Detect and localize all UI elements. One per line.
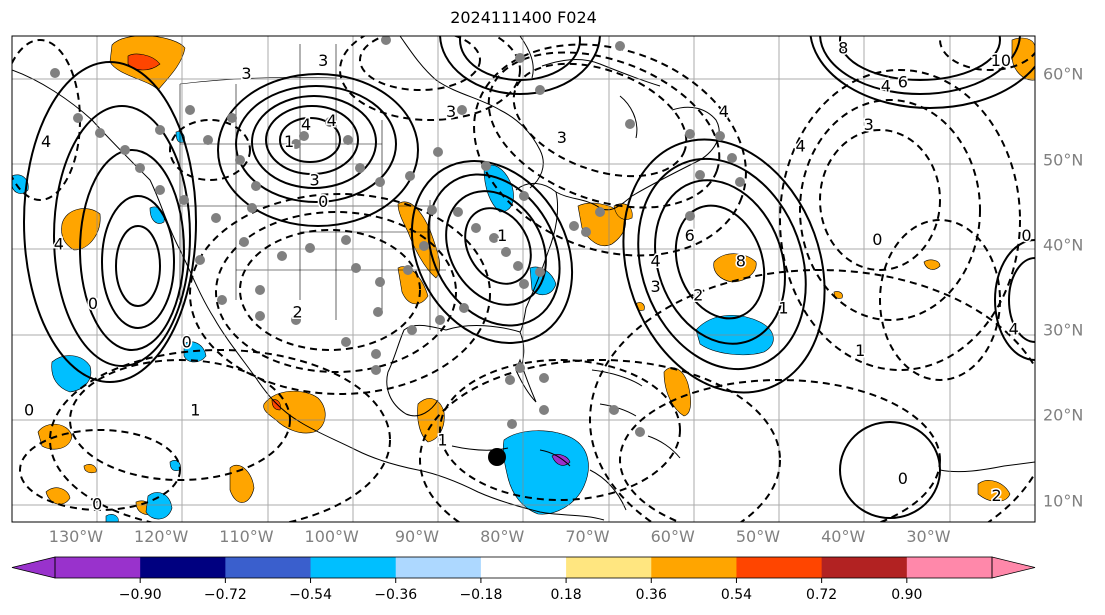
positive-contours xyxy=(23,36,1035,519)
longitude-label: 110°W xyxy=(219,527,274,546)
longitude-label: 40°W xyxy=(821,527,866,546)
colorbar-frame xyxy=(54,556,993,579)
longitude-label: 60°W xyxy=(650,527,695,546)
latitude-label: 30°N xyxy=(1043,320,1084,340)
contour-label: 8 xyxy=(838,38,848,57)
colorbar-segment xyxy=(736,557,823,578)
colorbar-tick-label: −0.72 xyxy=(203,587,247,603)
latitude-label: 20°N xyxy=(1043,405,1084,425)
contour-label: 3 xyxy=(864,115,874,134)
contour-label: 3 xyxy=(318,51,328,70)
contour-label: 4 xyxy=(54,234,64,253)
contour-label: 2 xyxy=(292,303,302,322)
contour-label: 4 xyxy=(795,136,805,155)
colorbar-under-arrow xyxy=(11,556,56,579)
contour-label: 6 xyxy=(685,226,695,245)
colorbar-segment xyxy=(906,557,993,578)
latitude-label: 60°N xyxy=(1043,64,1084,84)
colorbar-tick-label: −0.90 xyxy=(118,587,162,603)
contour-label: 0 xyxy=(1021,226,1031,245)
colorbar-tick-label: −0.54 xyxy=(289,587,332,603)
longitude-label: 70°W xyxy=(565,527,610,546)
contour-label: 4 xyxy=(41,132,51,151)
contour-label: 0 xyxy=(182,332,192,351)
colorbar-segment xyxy=(821,557,908,578)
contour-label: 1 xyxy=(284,132,294,151)
longitude-label: 50°W xyxy=(735,527,781,546)
longitude-label: 100°W xyxy=(304,527,359,546)
contour-label: 8 xyxy=(736,251,746,270)
contour-label: 4 xyxy=(719,102,729,121)
contour-label: 4 xyxy=(881,77,891,96)
contour-label: 2 xyxy=(693,286,703,305)
latitude-label: 50°N xyxy=(1043,150,1084,170)
colorbar-tick-label: −0.18 xyxy=(459,587,503,603)
colorbar-tick-label: 0.72 xyxy=(806,587,838,603)
contour-label: 4 xyxy=(651,251,661,270)
contour-label: 1 xyxy=(497,226,507,245)
colorbar-segment xyxy=(566,557,652,578)
colorbar-segment xyxy=(140,557,226,578)
graticule xyxy=(12,36,1035,522)
contour-label: 4 xyxy=(327,111,337,130)
contour-label: 3 xyxy=(557,128,567,147)
contour-label: 0 xyxy=(24,401,34,420)
latitude-label: 10°N xyxy=(1043,491,1084,511)
colorbar-segment xyxy=(480,557,567,578)
contour-label: 4 xyxy=(1009,320,1019,339)
longitude-label: 130°W xyxy=(48,527,104,546)
colorbar-segment xyxy=(55,557,141,578)
contour-label: 1 xyxy=(855,341,865,360)
contour-label: 0 xyxy=(898,469,908,488)
colorbar-tick-label: 0.18 xyxy=(550,587,582,603)
contour-label: 10 xyxy=(991,51,1011,70)
contour-label: 1 xyxy=(190,401,200,420)
contour-label: 3 xyxy=(241,64,251,83)
contour-label: 0 xyxy=(88,294,98,313)
station-dots xyxy=(50,36,745,437)
longitude-label: 30°W xyxy=(906,527,951,546)
colorbar-over-arrow xyxy=(991,556,1036,579)
contour-label: 0 xyxy=(872,230,882,249)
contour-label: 1 xyxy=(778,298,788,317)
longitude-label: 90°W xyxy=(394,527,440,546)
contour-label: 6 xyxy=(898,72,908,91)
colorbar-tick-label: 0.54 xyxy=(720,587,753,603)
contour-label: 0 xyxy=(92,494,102,513)
contour-label: 2 xyxy=(992,486,1002,505)
negative-contours xyxy=(12,36,1035,522)
colorbar-segment xyxy=(310,557,397,578)
contour-label: 4 xyxy=(301,115,311,134)
longitude-label: 80°W xyxy=(480,527,525,546)
map-title: 2024111400 F024 xyxy=(450,8,597,27)
contour-label: 1 xyxy=(437,431,447,450)
colorbar-segment xyxy=(651,557,737,578)
longitude-label: 120°W xyxy=(134,527,189,546)
contour-label: 3 xyxy=(446,102,456,121)
colorbar-segment xyxy=(225,557,312,578)
colorbar xyxy=(11,556,1036,583)
latitude-label: 40°N xyxy=(1043,235,1084,255)
colorbar-tick-label: −0.36 xyxy=(374,587,418,603)
contour-label: 0 xyxy=(318,192,328,211)
contour-label: 3 xyxy=(651,277,661,296)
map-frame xyxy=(11,35,1036,523)
colorbar-tick-label: 0.90 xyxy=(891,587,923,603)
contour-label: 3 xyxy=(310,170,320,189)
colorbar-segment xyxy=(395,557,482,578)
storm-center-marker xyxy=(488,448,506,466)
colorbar-tick-label: 0.36 xyxy=(635,587,667,603)
